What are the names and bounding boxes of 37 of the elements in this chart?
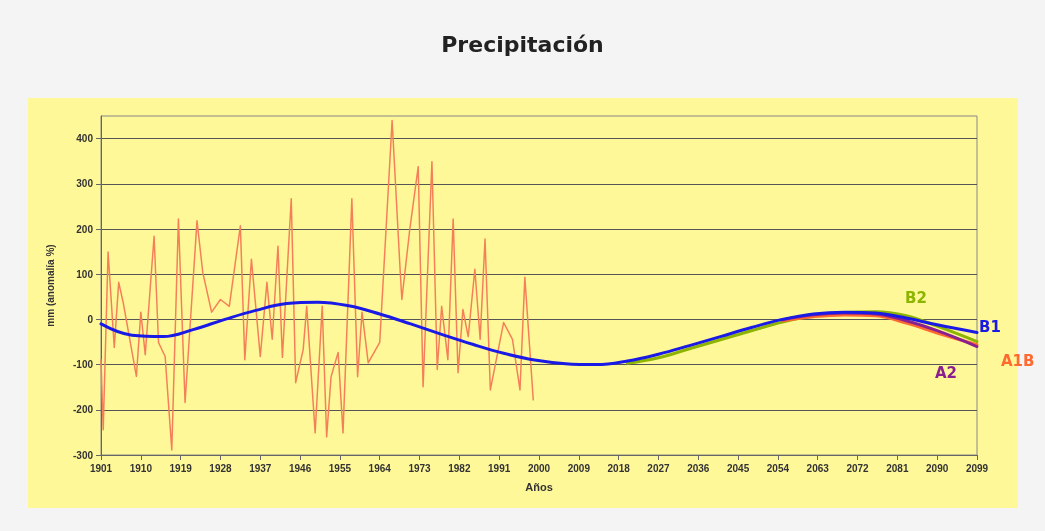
y-tick-label: 300 xyxy=(76,178,94,190)
y-tick-label: -200 xyxy=(72,404,94,416)
x-tick-label: 1973 xyxy=(408,462,432,474)
x-axis-title: Años xyxy=(525,480,553,493)
x-tick-label: 2099 xyxy=(965,462,989,474)
chart-title: Precipitación xyxy=(441,31,604,57)
series-label: B2 xyxy=(905,288,927,307)
x-tick-label: 1991 xyxy=(488,462,511,474)
y-tick-label: 200 xyxy=(76,223,94,235)
x-tick-label: 2009 xyxy=(567,462,591,474)
x-tick-label: 1955 xyxy=(328,462,352,474)
x-tick-label: 2018 xyxy=(607,462,631,474)
x-tick-label: 2090 xyxy=(926,462,949,474)
x-tick-label: 1901 xyxy=(89,462,113,474)
x-tick-label: 2063 xyxy=(806,462,830,474)
y-axis-title: mm (anomalía %) xyxy=(44,244,56,327)
series-label: B1 xyxy=(979,317,1001,336)
y-tick-label: 0 xyxy=(87,313,94,325)
y-tick-label: 100 xyxy=(76,268,94,280)
x-tick-label: 1919 xyxy=(169,462,193,474)
x-tick-label: 2072 xyxy=(846,462,870,474)
x-tick-label: 2027 xyxy=(647,462,671,474)
x-tick-label: 1982 xyxy=(448,462,471,474)
x-tick-label: 2045 xyxy=(726,462,750,474)
x-tick-label: 1937 xyxy=(249,462,272,474)
series-label: A2 xyxy=(935,363,958,382)
x-tick-label: 2000 xyxy=(527,462,551,474)
x-tick-label: 1910 xyxy=(129,462,153,474)
x-tick-label: 2081 xyxy=(886,462,909,474)
x-tick-label: 1928 xyxy=(209,462,233,474)
y-tick-label: -300 xyxy=(72,449,94,461)
x-tick-label: 2054 xyxy=(766,462,790,474)
y-tick-label: -100 xyxy=(72,359,94,371)
x-tick-label: 1946 xyxy=(288,462,312,474)
x-tick-label: 2036 xyxy=(687,462,710,474)
x-tick-label: 1964 xyxy=(368,462,392,474)
y-tick-label: 400 xyxy=(76,133,94,145)
